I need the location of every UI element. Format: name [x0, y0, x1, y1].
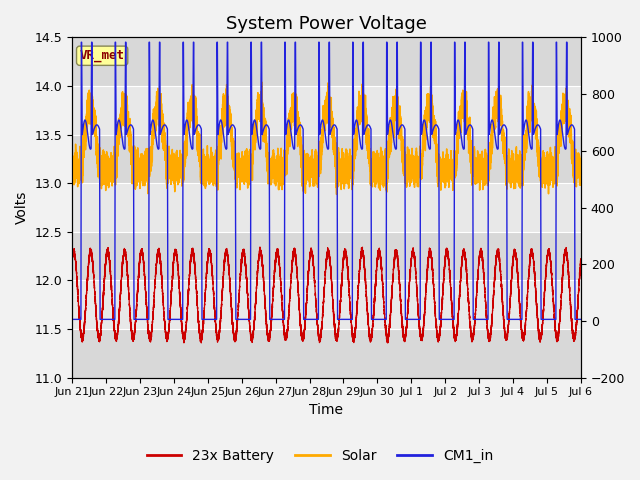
CM1_in: [95, 124, 102, 130]
Bar: [72, 183, 581, 232]
23x Battery: [95, 333, 102, 339]
23x Battery: [393, 252, 401, 257]
Solar: [393, 105, 401, 110]
Bar: [72, 134, 581, 183]
Bar: [72, 37, 581, 86]
23x Battery: [451, 335, 458, 340]
Solar: [577, 182, 585, 188]
Bar: [72, 232, 581, 280]
Solar: [465, 128, 472, 133]
X-axis label: Time: Time: [310, 403, 344, 417]
Solar: [259, 79, 266, 85]
23x Battery: [68, 257, 76, 263]
CM1_in: [68, 316, 76, 322]
Legend: 23x Battery, Solar, CM1_in: 23x Battery, Solar, CM1_in: [141, 443, 499, 468]
Line: 23x Battery: 23x Battery: [72, 247, 581, 343]
Bar: [72, 329, 581, 378]
Solar: [95, 163, 102, 169]
Solar: [451, 162, 458, 168]
Y-axis label: Volts: Volts: [15, 191, 29, 224]
Solar: [477, 173, 485, 179]
Solar: [484, 174, 492, 180]
23x Battery: [256, 244, 264, 250]
23x Battery: [484, 332, 492, 337]
23x Battery: [465, 297, 472, 303]
CM1_in: [577, 316, 585, 322]
23x Battery: [477, 248, 485, 254]
Line: CM1_in: CM1_in: [72, 42, 581, 319]
CM1_in: [393, 39, 401, 45]
CM1_in: [465, 124, 472, 130]
Bar: [72, 86, 581, 134]
Line: Solar: Solar: [72, 82, 581, 194]
23x Battery: [577, 258, 585, 264]
CM1_in: [77, 39, 85, 45]
Text: VR_met: VR_met: [79, 49, 125, 62]
Solar: [68, 156, 76, 162]
CM1_in: [451, 39, 458, 45]
Bar: [72, 280, 581, 329]
Solar: [333, 192, 340, 197]
23x Battery: [384, 340, 392, 346]
CM1_in: [484, 316, 492, 322]
Title: System Power Voltage: System Power Voltage: [226, 15, 427, 33]
CM1_in: [477, 316, 484, 322]
